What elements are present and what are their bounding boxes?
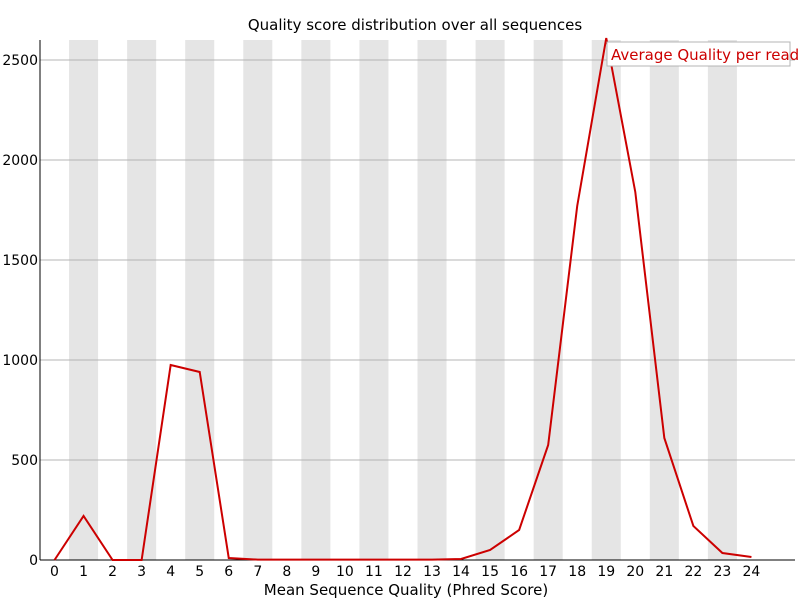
x-tick-18: 18 xyxy=(568,564,586,580)
band-21 xyxy=(649,40,679,560)
band-5 xyxy=(185,40,215,560)
x-tick-9: 9 xyxy=(311,564,320,580)
x-tick-7: 7 xyxy=(253,564,262,580)
y-tick-2000: 2000 xyxy=(2,153,38,169)
background-bands xyxy=(69,40,737,560)
x-tick-14: 14 xyxy=(452,564,470,580)
series-line-0 xyxy=(53,37,752,561)
band-15 xyxy=(475,40,505,560)
x-axis-label: Mean Sequence Quality (Phred Score) xyxy=(264,581,548,599)
y-tick-2500: 2500 xyxy=(2,53,38,69)
x-tick-4: 4 xyxy=(166,564,175,580)
band-1 xyxy=(69,40,99,560)
band-11 xyxy=(359,40,389,560)
x-tick-13: 13 xyxy=(423,564,441,580)
x-tick-10: 10 xyxy=(336,564,354,580)
x-tick-22: 22 xyxy=(684,564,702,580)
chart-title: Quality score distribution over all sequ… xyxy=(248,16,582,34)
x-tick-8: 8 xyxy=(282,564,291,580)
band-23 xyxy=(707,40,737,560)
x-tick-19: 19 xyxy=(597,564,615,580)
series-layer xyxy=(53,37,752,561)
y-tick-0: 0 xyxy=(29,553,38,569)
x-tick-2: 2 xyxy=(108,564,117,580)
x-tick-11: 11 xyxy=(365,564,383,580)
legend-box xyxy=(606,41,791,67)
y-tick-500: 500 xyxy=(11,453,38,469)
x-tick-5: 5 xyxy=(195,564,204,580)
x-tick-23: 23 xyxy=(713,564,731,580)
x-tick-17: 17 xyxy=(539,564,557,580)
y-tick-labels: 0 500 1000 1500 2000 2500 xyxy=(2,53,38,569)
band-13 xyxy=(417,40,447,560)
x-tick-12: 12 xyxy=(394,564,412,580)
band-7 xyxy=(243,40,273,560)
x-tick-24: 24 xyxy=(743,564,761,580)
x-tick-1: 1 xyxy=(79,564,88,580)
x-tick-3: 3 xyxy=(137,564,146,580)
band-9 xyxy=(301,40,331,560)
x-tick-15: 15 xyxy=(481,564,499,580)
band-17 xyxy=(533,40,563,560)
x-tick-6: 6 xyxy=(224,564,233,580)
y-tick-1500: 1500 xyxy=(2,253,38,269)
x-tick-labels: 0 1 2 3 4 5 6 7 8 9 10 11 12 13 14 15 16 17 18 19 20 21 22 23 24 xyxy=(50,564,760,580)
legend: Average Quality per read xyxy=(606,41,799,67)
legend-item: Average Quality per read xyxy=(611,46,799,64)
band-3 xyxy=(127,40,157,560)
y-tick-1000: 1000 xyxy=(2,353,38,369)
x-tick-16: 16 xyxy=(510,564,528,580)
gridlines xyxy=(40,59,795,461)
x-tick-21: 21 xyxy=(655,564,673,580)
band-19 xyxy=(591,40,621,560)
x-tick-20: 20 xyxy=(626,564,644,580)
x-tick-0: 0 xyxy=(50,564,59,580)
